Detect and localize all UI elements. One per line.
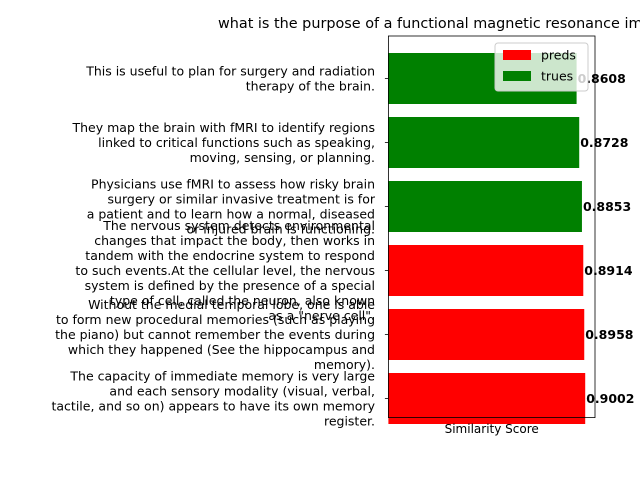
x-axis-label: Similarity Score [445,422,539,436]
y-tick-label-line: which they happened (See the hippocampus… [68,342,375,357]
y-tick-label-line: or injured brain is functioning. [187,222,375,237]
bar-preds-1 [388,309,585,360]
y-tick-label-line: a patient and to learn how a normal, dis… [87,207,375,222]
y-tick-label-line: linked to critical functions such as spe… [98,135,375,150]
y-tick-labels: The capacity of immediate memory is very… [52,64,376,429]
y-tick-label-line: and each sensory modality (visual, verba… [109,384,375,399]
y-tick-label-line: as a "nerve cell". [268,308,375,323]
y-tick-label-line: Physicians use fMRI to assess how risky … [91,177,375,192]
axes-frame [387,35,596,419]
bars-group [384,53,586,424]
y-tick-label-line: They map the brain with fMRI to identify… [72,120,376,135]
y-tick-label-line: type of cell, called the neuron, also kn… [110,293,375,308]
y-tick-label: The capacity of immediate memory is very… [52,369,376,429]
chart-title: what is the purpose of a functional magn… [218,16,640,32]
y-tick-label: This is useful to plan for surgery and r… [85,64,375,94]
value-label: 0.8853 [583,199,631,214]
y-tick-label-line: tandem with the endocrine system to resp… [85,248,375,263]
legend-swatch-trues [503,71,531,81]
bar-trues-4 [388,117,580,168]
y-tick-label-line: The nervous system detects environmental [102,218,375,233]
y-tick-label-line: surgery or similar invasive treatment is… [108,192,376,207]
y-tick-label-line: tactile, and so on) appears to have its … [52,399,376,414]
legend-label-preds: preds [541,48,576,63]
y-tick-label-line: moving, sensing, or planning. [190,150,375,165]
bar-preds-0 [388,373,586,424]
y-tick-label-line: This is useful to plan for surgery and r… [85,64,375,79]
y-tick-label-line: the piano) but cannot remember the event… [55,327,375,342]
value-label: 0.8914 [584,263,633,278]
y-tick-label-line: therapy of the brain. [246,79,375,94]
bar-preds-2 [388,245,584,296]
legend: preds trues [494,42,589,92]
y-tick-label-line: to form new procedural memories (such as… [56,312,375,327]
bar-trues-3 [388,181,582,232]
value-labels: 0.9002 0.8958 0.8914 0.8853 0.8728 0.8608 [578,71,635,406]
y-tick-label: They map the brain with fMRI to identify… [72,120,376,165]
legend-label-trues: trues [541,69,573,84]
value-label: 0.8958 [585,327,633,342]
y-tick-label-line: Without the medial temporal lobe, one is… [88,297,375,312]
legend-swatch-preds [503,50,531,60]
y-tick-label: The nervous system detects environmental… [75,218,375,323]
y-tick-label-line: memory). [314,357,375,372]
value-label: 0.8728 [580,135,628,150]
y-tick-label-line: to such events.At the cellular level, th… [75,263,375,278]
y-tick-label: Physicians use fMRI to assess how risky … [87,177,376,237]
value-label: 0.9002 [586,391,634,406]
y-tick-label-line: system is defined by the presence of a s… [85,278,375,293]
value-label: 0.8608 [578,71,626,86]
y-tick-label-line: register. [324,414,375,429]
y-tick-label-line: changes that impact the body, then works… [94,233,375,248]
y-tick-label-line: The capacity of immediate memory is very… [69,369,375,384]
y-tick-label: Without the medial temporal lobe, one is… [55,297,375,372]
